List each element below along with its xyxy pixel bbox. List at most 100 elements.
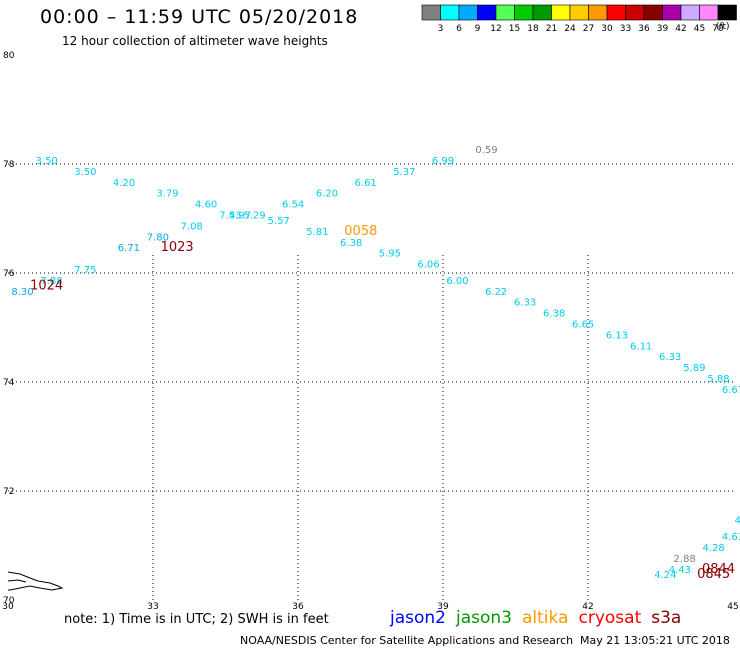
wave-height-value: 5.81 — [306, 227, 328, 238]
wave-height-value: 5.57 — [268, 216, 290, 227]
x-tick-label: 45 — [727, 602, 738, 612]
wave-height-value: 7.88 — [40, 276, 62, 287]
color-scale-unit: (ft) — [716, 22, 730, 32]
color-scale-label: 6 — [456, 24, 462, 34]
time-label: 1024 — [30, 278, 63, 293]
color-scale-label: 70 — [712, 24, 724, 34]
wave-height-value: 4.43 — [669, 565, 691, 576]
chart-subtitle: 12 hour collection of altimeter wave hei… — [62, 34, 328, 48]
wave-height-value: 6.22 — [485, 287, 507, 298]
color-scale-swatch — [458, 4, 478, 21]
wave-height-value: 5.95 — [379, 249, 401, 260]
wave-height-value: 6.99 — [432, 156, 454, 167]
wave-height-value: 4.60 — [195, 200, 217, 211]
x-tick-label: 30 — [2, 602, 14, 612]
color-scale-swatch — [606, 4, 626, 21]
color-scale-label: 30 — [601, 24, 613, 34]
coastline-shape — [7, 571, 64, 591]
color-scale-label: 45 — [694, 24, 705, 34]
y-tick-label: 76 — [3, 269, 15, 279]
color-scale-swatch — [717, 4, 737, 21]
color-scale-label: 12 — [490, 24, 501, 34]
color-scale-label: 36 — [638, 24, 650, 34]
color-scale-label: 18 — [527, 24, 539, 34]
wave-height-value: 6.71 — [118, 243, 140, 254]
wave-height-value: 6.33 — [659, 352, 681, 363]
time-label: 0844 — [702, 562, 735, 577]
color-scale-label: 21 — [546, 24, 557, 34]
color-scale-swatch — [625, 4, 645, 21]
color-scale-swatch — [514, 4, 534, 21]
color-scale-label: 3 — [438, 24, 444, 34]
color-scale-label: 42 — [675, 24, 686, 34]
y-tick-label: 70 — [3, 596, 15, 606]
color-scale-label: 15 — [509, 24, 520, 34]
wave-height-value: 6.06 — [417, 260, 439, 271]
color-scale-label: 27 — [583, 24, 594, 34]
time-label: 1023 — [161, 240, 194, 255]
satellite-legend: jason2 jason3 altika cryosat s3a — [390, 608, 691, 628]
wave-height-value: 4 — [735, 516, 740, 527]
color-scale-swatch — [643, 4, 663, 21]
wave-height-value: 4.24 — [654, 570, 676, 581]
wave-height-value: 6.38 — [340, 238, 362, 249]
color-scale-label: 33 — [620, 24, 631, 34]
satellite-legend-item: jason2 — [390, 608, 446, 628]
time-label: 0058 — [344, 224, 377, 239]
wave-height-value: 4.97 — [229, 211, 251, 222]
wave-height-value: 7.75 — [74, 265, 96, 276]
color-scale-swatch — [551, 4, 571, 21]
color-scale-swatch — [421, 4, 441, 21]
wave-height-value: 3.50 — [36, 156, 58, 167]
color-scale-swatch — [440, 4, 460, 21]
wave-height-value: 5.29 — [243, 211, 265, 222]
color-scale-label: 24 — [564, 24, 576, 34]
x-tick-label: 42 — [582, 602, 593, 612]
wave-height-value: 6.61 — [355, 178, 377, 189]
y-tick-label: 78 — [3, 160, 15, 170]
wave-height-value: 2.88 — [674, 554, 696, 565]
wave-height-value: 5.37 — [393, 167, 415, 178]
chart-title: 00:00 – 11:59 UTC 05/20/2018 — [40, 6, 359, 28]
wave-height-value: 6.33 — [514, 298, 536, 309]
color-scale-swatch — [477, 4, 497, 21]
satellite-legend-item: jason3 — [456, 608, 512, 628]
footer-timestamp: May 21 13:05:21 UTC 2018 — [580, 634, 730, 647]
coastline-shape — [7, 579, 27, 583]
color-scale-swatch — [662, 4, 682, 21]
y-tick-label: 80 — [3, 51, 15, 61]
color-scale-label: 39 — [657, 24, 669, 34]
wave-height-value: 7.53 — [219, 211, 241, 222]
wave-height-value: 6.54 — [282, 200, 304, 211]
y-tick-label: 74 — [3, 378, 15, 388]
wave-height-value: 6.13 — [606, 330, 628, 341]
legend-note: note: 1) Time is in UTC; 2) SWH is in fe… — [64, 612, 329, 627]
color-scale-swatch — [699, 4, 719, 21]
wave-height-value: 6.20 — [316, 189, 338, 200]
wave-height-value: 5.89 — [683, 363, 705, 374]
wave-height-value: 6.67 — [722, 385, 740, 396]
y-tick-label: 72 — [3, 487, 14, 497]
wave-height-value: 7.08 — [181, 221, 203, 232]
footer-credit: NOAA/NESDIS Center for Satellite Applica… — [240, 634, 574, 647]
color-scale-swatch — [495, 4, 515, 21]
wave-height-value: 4.28 — [703, 543, 725, 554]
wave-height-value: 3.79 — [156, 189, 178, 200]
x-tick-label: 33 — [147, 602, 158, 612]
x-tick-label: 39 — [437, 602, 449, 612]
wave-height-value: 6.65 — [572, 320, 594, 331]
satellite-legend-item: s3a — [651, 608, 682, 628]
x-tick-label: 36 — [292, 602, 304, 612]
color-scale-label: 9 — [475, 24, 481, 34]
color-scale-swatch — [569, 4, 589, 21]
wave-height-value: 5.88 — [707, 374, 729, 385]
wave-height-value: 6.00 — [446, 276, 468, 287]
satellite-legend-item: cryosat — [578, 608, 642, 628]
time-label: 0845 — [697, 567, 730, 582]
wave-height-value: 3.50 — [74, 167, 96, 178]
wave-height-value: 0.59 — [475, 145, 497, 156]
wave-height-value: 8.30 — [11, 287, 33, 298]
color-scale-swatch — [680, 4, 700, 21]
wave-height-value: 7.80 — [147, 232, 169, 243]
